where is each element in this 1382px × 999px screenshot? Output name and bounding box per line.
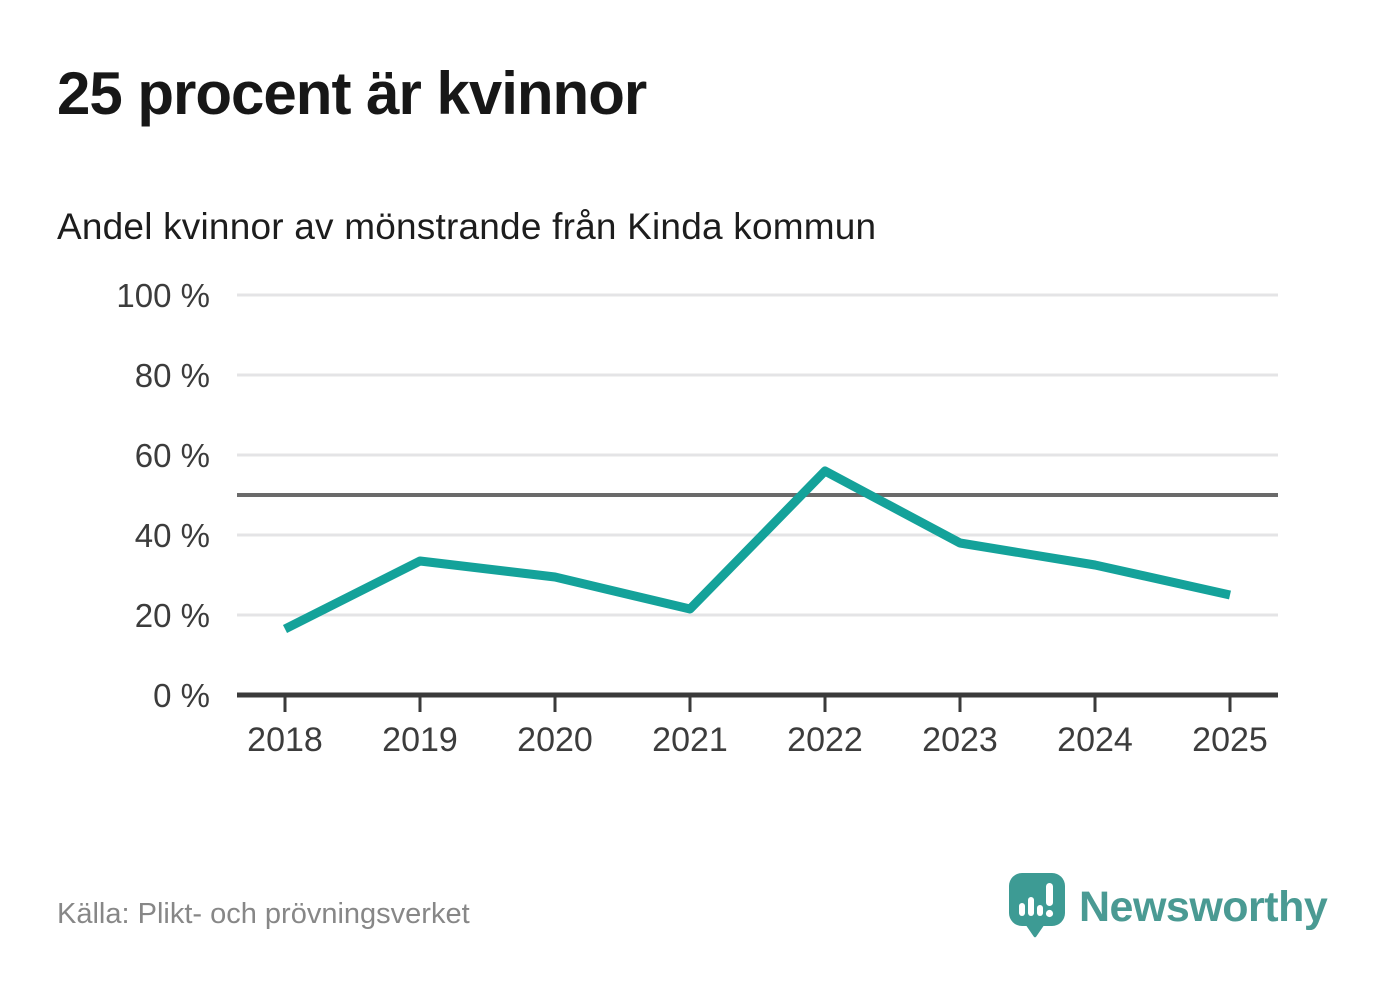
y-axis-label: 100 % <box>116 277 210 314</box>
logo-exclamation-icon <box>1046 883 1053 906</box>
logo-bar-icon <box>1028 897 1034 916</box>
y-axis-label: 80 % <box>135 357 210 394</box>
y-axis-label: 20 % <box>135 597 210 634</box>
x-axis-label: 2021 <box>652 721 728 759</box>
x-axis-label: 2018 <box>247 721 323 759</box>
x-axis-label: 2025 <box>1192 721 1268 759</box>
brand-name: Newsworthy <box>1079 882 1328 931</box>
line-chart: 0 % 20 % 40 % 60 % 80 % 100 % 2018 2019 2020 2021… <box>116 277 1278 759</box>
y-axis-label: 40 % <box>135 517 210 554</box>
logo-bar-icon <box>1037 905 1043 916</box>
x-axis-label: 2023 <box>922 721 998 759</box>
data-line <box>282 466 1231 634</box>
x-axis-label: 2022 <box>787 721 863 759</box>
logo-bar-icon <box>1019 903 1025 916</box>
newsworthy-logo-icon <box>1009 873 1065 938</box>
x-axis-label: 2020 <box>517 721 593 759</box>
chart-subtitle: Andel kvinnor av mönstrande från Kinda k… <box>57 206 877 247</box>
chart-title: 25 procent är kvinnor <box>57 60 647 127</box>
logo-bubble-shape <box>1009 873 1065 938</box>
x-axis-label: 2024 <box>1057 721 1133 759</box>
source-note: Källa: Plikt- och prövningsverket <box>57 898 470 930</box>
y-axis-label: 60 % <box>135 437 210 474</box>
logo-exclamation-dot <box>1045 909 1054 918</box>
newsworthy-logo: Newsworthy <box>1008 872 1328 942</box>
x-axis-label: 2019 <box>382 721 458 759</box>
y-axis-label: 0 % <box>153 677 210 714</box>
